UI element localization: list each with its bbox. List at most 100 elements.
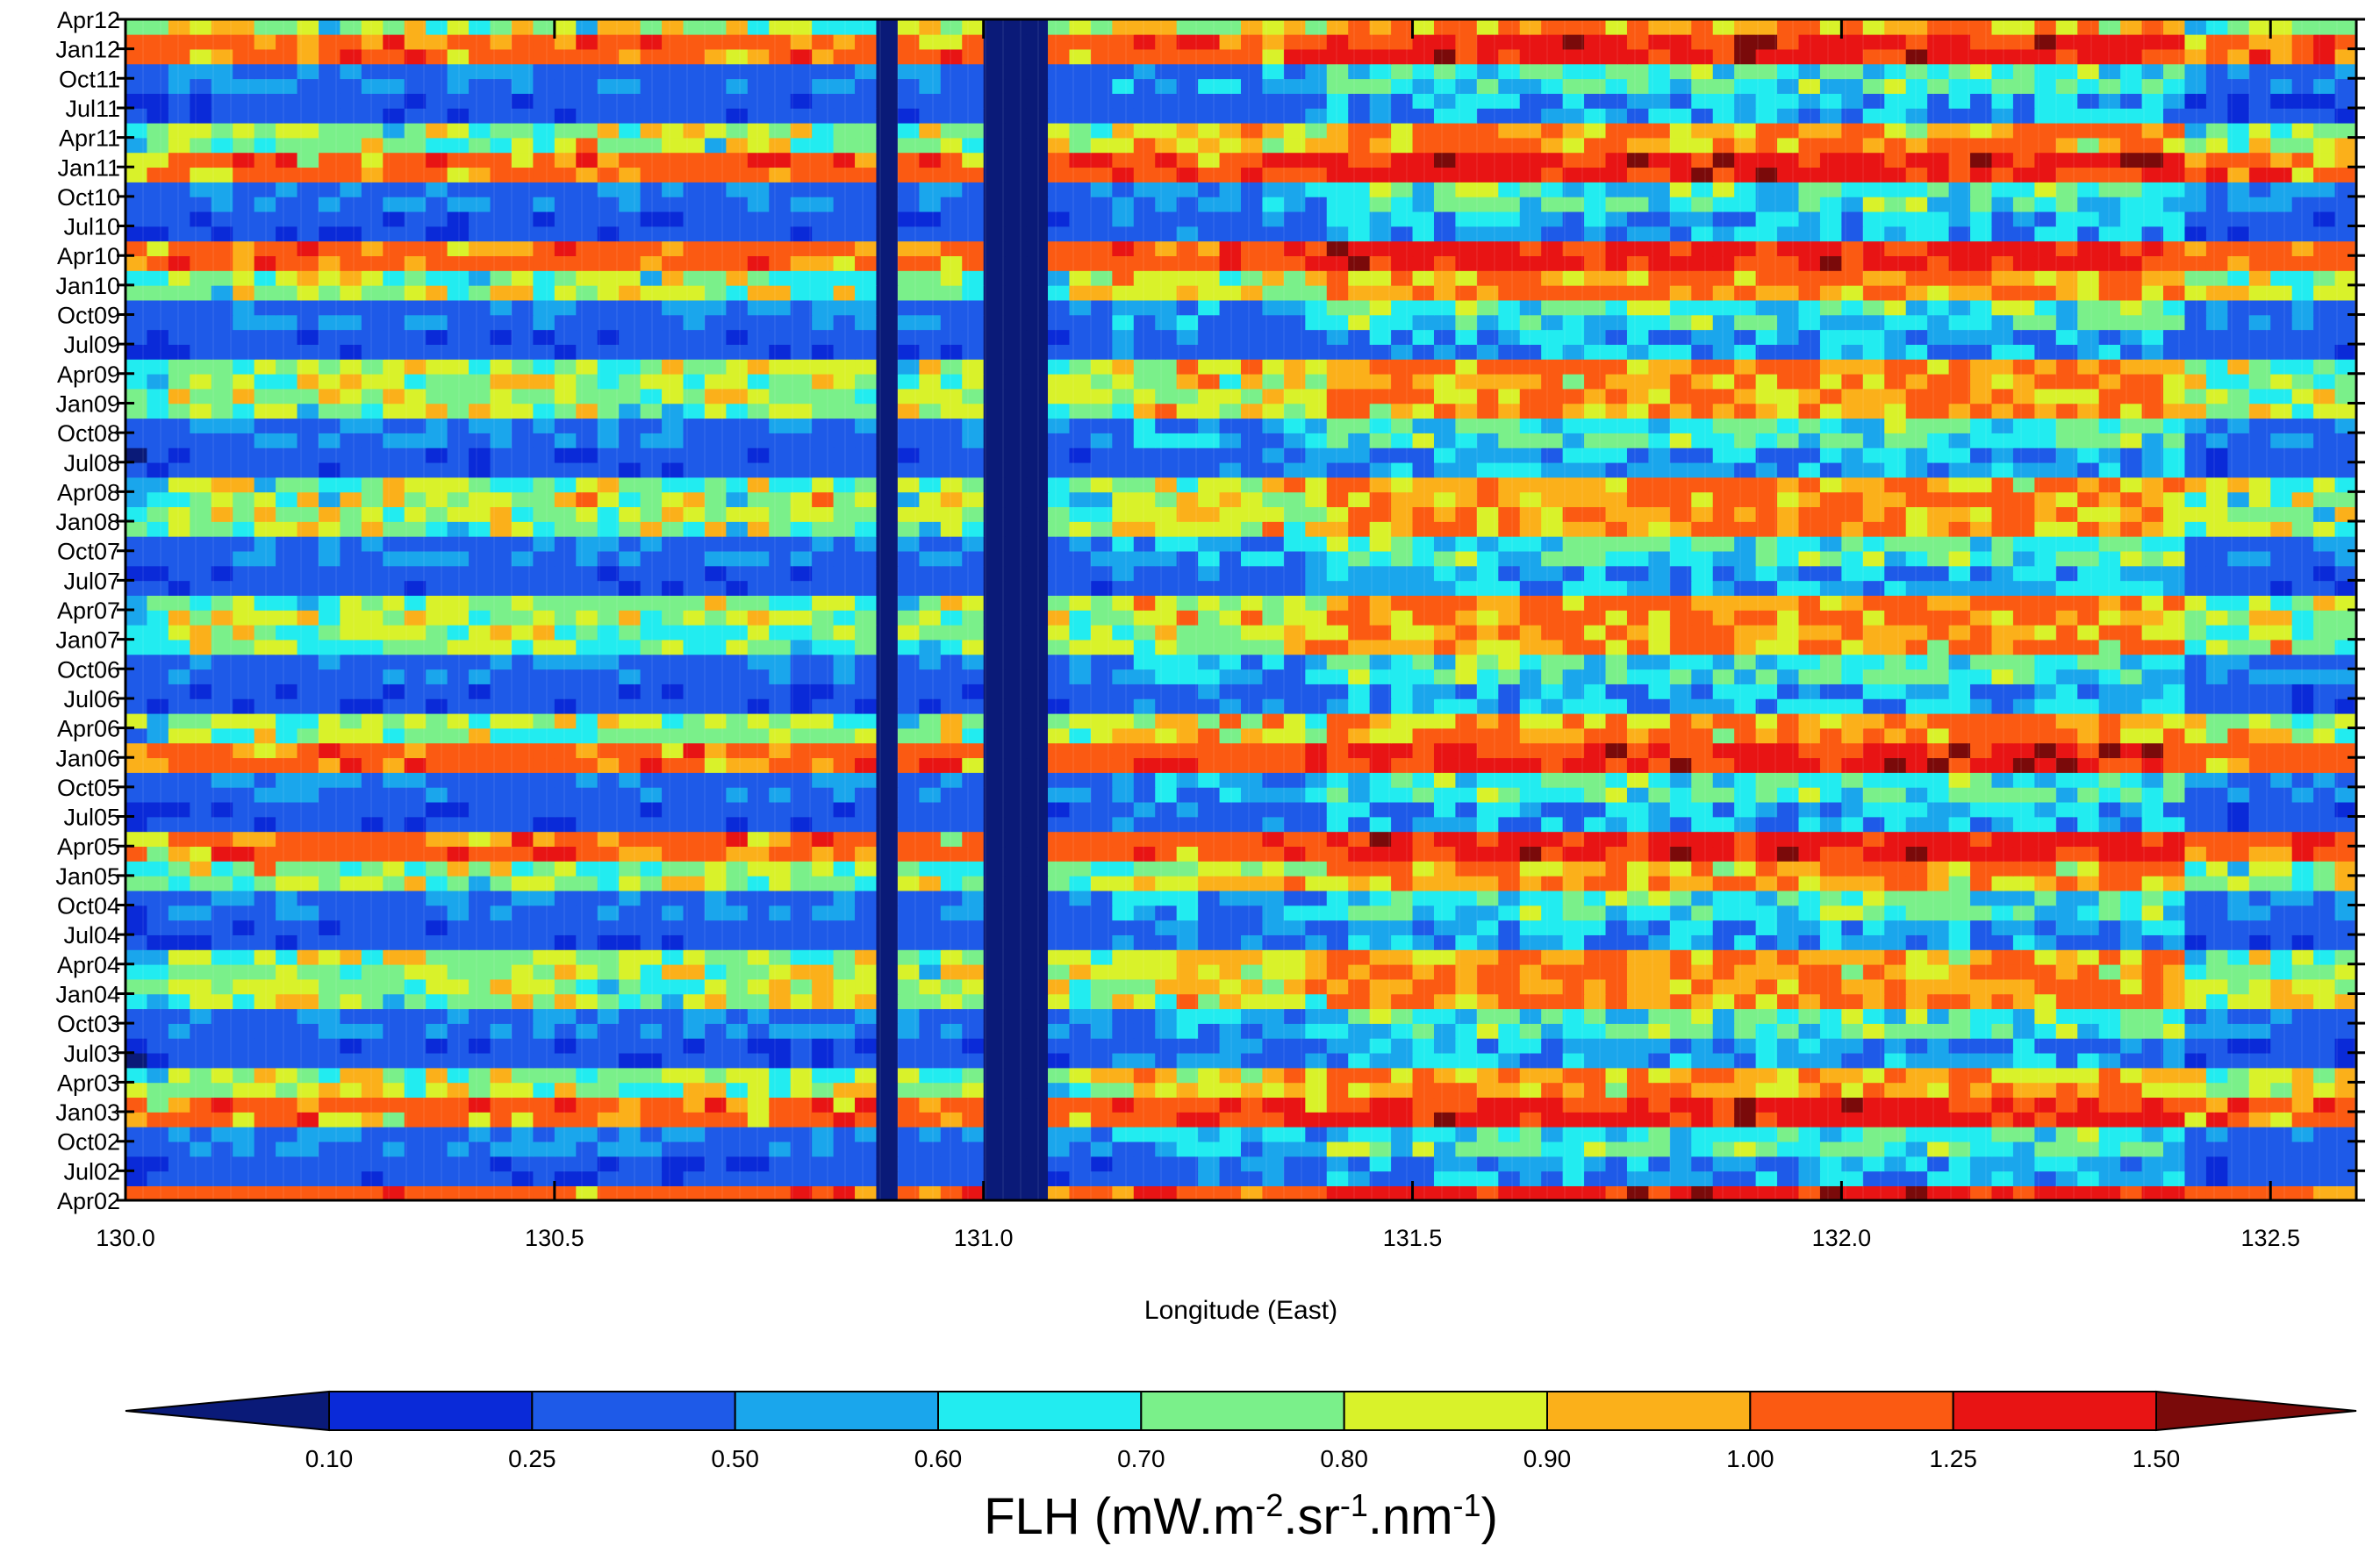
heat-cell — [1755, 1023, 1778, 1039]
heat-cell — [1283, 786, 1307, 803]
heat-cell — [2205, 875, 2229, 891]
heat-cell — [469, 491, 491, 508]
heat-cell — [447, 654, 470, 670]
heat-cell — [1777, 846, 1800, 862]
heat-cell — [1412, 1170, 1435, 1186]
heat-cell — [554, 727, 577, 744]
heat-cell — [1948, 610, 1971, 626]
heat-cell — [1348, 846, 1371, 862]
heat-cell — [1090, 1126, 1114, 1142]
heat-cell — [1605, 610, 1628, 626]
heat-cell — [2334, 846, 2356, 862]
heat-cell — [1326, 1037, 1350, 1054]
heat-cell — [2313, 831, 2336, 848]
heat-cell — [983, 801, 1006, 818]
heat-cell — [1991, 491, 2014, 508]
heat-cell — [597, 595, 620, 611]
heat-cell — [469, 1156, 491, 1172]
heat-cell — [533, 506, 556, 522]
heat-cell — [554, 757, 577, 773]
heat-cell — [168, 1097, 191, 1113]
heat-cell — [318, 742, 341, 759]
heat-cell — [1283, 963, 1307, 980]
heat-cell — [1626, 905, 1650, 921]
heat-cell — [2334, 1156, 2356, 1172]
heat-cell — [2098, 1156, 2121, 1172]
heat-cell — [404, 1008, 427, 1024]
heat-cell — [340, 727, 362, 744]
heat-cell — [640, 1112, 663, 1127]
heat-cell — [1455, 1156, 1478, 1172]
heat-cell — [726, 890, 749, 906]
heat-cell — [1219, 993, 1242, 1010]
heat-cell — [1905, 963, 1928, 980]
heat-cell — [1712, 801, 1735, 818]
heat-cell — [1391, 905, 1414, 921]
heat-cell — [426, 742, 448, 759]
heat-cell — [1691, 1185, 1714, 1200]
heat-cell — [1734, 1082, 1757, 1099]
heat-cell — [361, 1126, 384, 1142]
heat-cell — [1176, 934, 1199, 950]
heat-cell — [1176, 920, 1199, 935]
heat-cell — [2077, 772, 2100, 788]
heat-cell — [1862, 550, 1886, 567]
heat-cell — [1348, 654, 1371, 670]
heat-cell — [1991, 1126, 2014, 1142]
heat-cell — [2034, 1185, 2057, 1200]
heat-cell — [490, 1067, 513, 1084]
heat-cell — [1948, 698, 1971, 714]
heat-cell — [383, 506, 405, 522]
heat-cell — [1777, 727, 1800, 744]
heat-cell — [490, 905, 513, 921]
heat-cell — [876, 521, 899, 537]
heat-cell — [1734, 624, 1757, 641]
heat-cell — [619, 890, 642, 906]
heat-cell — [1155, 639, 1178, 655]
heat-cell — [1734, 639, 1757, 655]
heat-cell — [233, 1008, 255, 1024]
heat-cell — [1133, 535, 1157, 552]
heat-cell — [2227, 624, 2250, 641]
heat-cell — [1005, 1097, 1028, 1113]
heat-cell — [1005, 742, 1028, 759]
heat-cell — [1798, 861, 1821, 877]
heat-cell — [1777, 550, 1800, 567]
heat-cell — [469, 757, 491, 773]
heat-cell — [1433, 934, 1457, 950]
heat-cell — [2291, 1112, 2314, 1127]
heat-cell — [2291, 948, 2314, 965]
heat-cell — [276, 1170, 298, 1186]
heat-cell — [1669, 639, 1693, 655]
heat-cell — [2034, 786, 2057, 803]
heat-cell — [1755, 565, 1778, 582]
heat-cell — [1970, 846, 1993, 862]
heat-cell — [1712, 580, 1735, 596]
heat-cell — [1948, 1185, 1971, 1200]
heat-cell — [1348, 1112, 1371, 1127]
heat-cell — [1691, 1023, 1714, 1039]
heat-cell — [2334, 948, 2356, 965]
heat-cell — [1283, 1156, 1307, 1172]
heat-cell — [1262, 1097, 1285, 1113]
heat-cell — [318, 595, 341, 611]
heat-cell — [1305, 1170, 1328, 1186]
heat-cell — [1326, 861, 1350, 877]
heat-cell — [276, 1112, 298, 1127]
heat-cell — [297, 684, 319, 699]
heat-cell — [1262, 1023, 1285, 1039]
heat-cell — [490, 1008, 513, 1024]
heat-cell — [469, 978, 491, 995]
heat-cell — [2055, 993, 2079, 1010]
heat-cell — [254, 1112, 276, 1127]
heat-cell — [2270, 521, 2293, 537]
heat-cell — [1798, 535, 1821, 552]
heat-cell — [297, 875, 319, 891]
heat-cell — [1905, 757, 1928, 773]
heat-cell — [1112, 786, 1135, 803]
heat-cell — [1069, 669, 1092, 684]
heat-cell — [1412, 786, 1435, 803]
heat-cell — [1412, 993, 1435, 1010]
heat-cell — [490, 669, 513, 684]
heat-cell — [383, 1185, 405, 1200]
